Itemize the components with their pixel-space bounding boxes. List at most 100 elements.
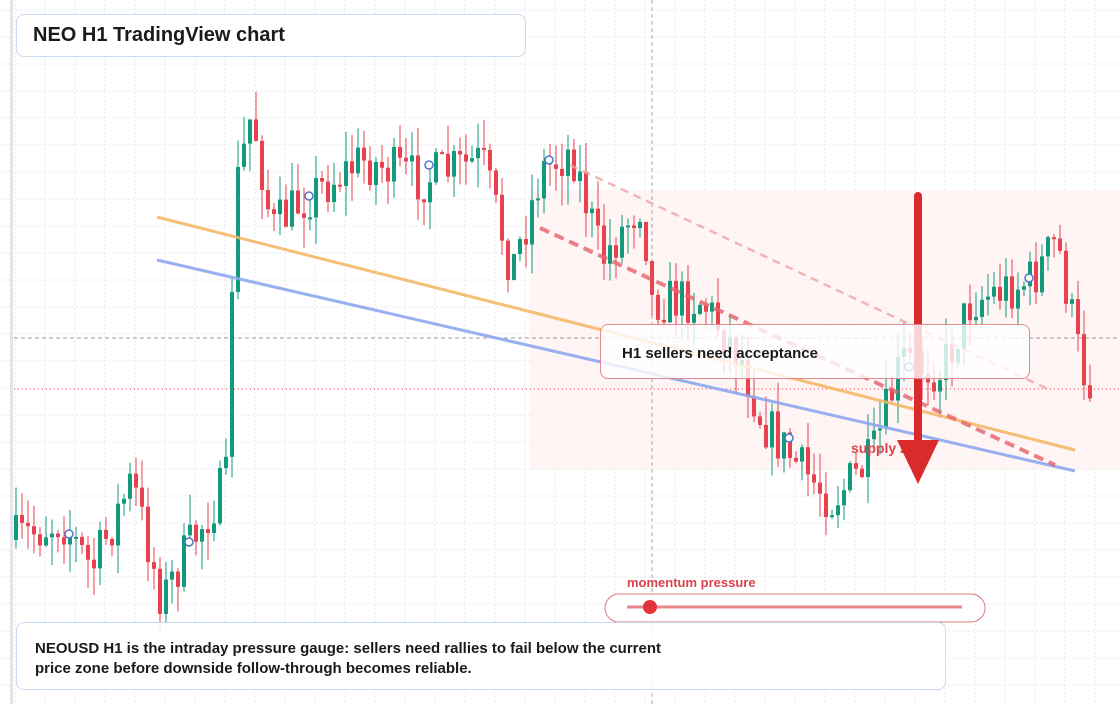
candle	[86, 544, 90, 560]
candle	[812, 474, 816, 483]
description: NEOUSD H1 is the intraday pressure gauge…	[35, 640, 662, 677]
candle	[350, 161, 354, 174]
candle	[254, 119, 258, 141]
candle	[1058, 238, 1062, 251]
candle	[860, 468, 864, 477]
candle	[200, 529, 204, 542]
candle	[998, 286, 1002, 301]
candle	[74, 536, 78, 539]
candle	[68, 537, 72, 545]
candle	[680, 281, 684, 316]
candle	[1010, 276, 1014, 309]
description-box: NEOUSD H1 is the intraday pressure gauge…	[16, 622, 946, 690]
candle	[1016, 289, 1020, 309]
candle	[1040, 256, 1044, 293]
candle	[974, 316, 978, 321]
candle	[332, 184, 336, 203]
candle	[866, 439, 870, 477]
candle	[482, 147, 486, 150]
candle	[968, 303, 972, 321]
candle	[716, 302, 720, 331]
candle	[326, 181, 330, 203]
candle	[662, 319, 666, 323]
candle	[272, 209, 276, 215]
candle	[644, 221, 648, 262]
gauge-knob	[643, 600, 657, 614]
candle	[278, 199, 282, 215]
candle	[248, 119, 252, 144]
candle	[554, 164, 558, 169]
candle	[440, 152, 444, 155]
candle	[290, 190, 294, 227]
candle	[398, 146, 402, 158]
candle	[1088, 385, 1092, 399]
candle	[404, 157, 408, 162]
candle	[614, 245, 618, 258]
candle	[98, 529, 102, 569]
candle	[1022, 286, 1026, 290]
candle	[758, 416, 762, 425]
candle	[872, 430, 876, 440]
callout: H1 sellers need acceptance	[600, 324, 1030, 379]
candle	[188, 524, 192, 536]
candle	[56, 533, 60, 538]
candle	[110, 538, 114, 546]
candle	[206, 529, 210, 534]
candle	[260, 140, 264, 191]
candle	[590, 208, 594, 214]
candle	[26, 522, 30, 527]
candle	[764, 424, 768, 448]
candle	[566, 149, 570, 176]
candle	[308, 217, 312, 220]
candle	[128, 473, 132, 499]
candle	[314, 178, 318, 218]
candle	[638, 221, 642, 229]
candle	[122, 498, 126, 504]
candle	[830, 515, 834, 518]
arrow-head	[897, 440, 939, 484]
marker	[1024, 273, 1034, 283]
candle	[218, 467, 222, 524]
candle	[530, 200, 534, 245]
candle	[848, 463, 852, 491]
candle	[656, 294, 660, 320]
candle	[800, 447, 804, 462]
candle	[158, 568, 162, 614]
candle	[14, 515, 18, 540]
candle	[698, 304, 702, 314]
candle	[692, 313, 696, 323]
candle	[1046, 237, 1050, 257]
candle	[224, 456, 228, 468]
candle	[170, 571, 174, 580]
candle	[494, 170, 498, 195]
candle	[80, 536, 84, 545]
candle	[710, 302, 714, 312]
candle	[650, 261, 654, 295]
candle	[524, 239, 528, 245]
candle	[380, 162, 384, 168]
candle	[362, 147, 366, 161]
candle	[212, 523, 216, 534]
candle	[92, 559, 96, 569]
candle	[464, 154, 468, 162]
candle	[518, 239, 522, 255]
candle	[152, 562, 156, 569]
candle	[476, 147, 480, 159]
candle	[752, 396, 756, 417]
candle	[488, 149, 492, 171]
candle	[572, 149, 576, 182]
marker	[544, 155, 554, 165]
candle	[374, 162, 378, 185]
candle	[194, 524, 198, 542]
candle	[608, 245, 612, 264]
candle	[38, 534, 42, 546]
candle	[842, 490, 846, 506]
candle	[980, 299, 984, 317]
candle	[1052, 237, 1056, 240]
marker	[424, 160, 434, 170]
gauge-label: momentum pressure	[627, 575, 756, 590]
candle	[392, 146, 396, 182]
candle	[416, 155, 420, 200]
